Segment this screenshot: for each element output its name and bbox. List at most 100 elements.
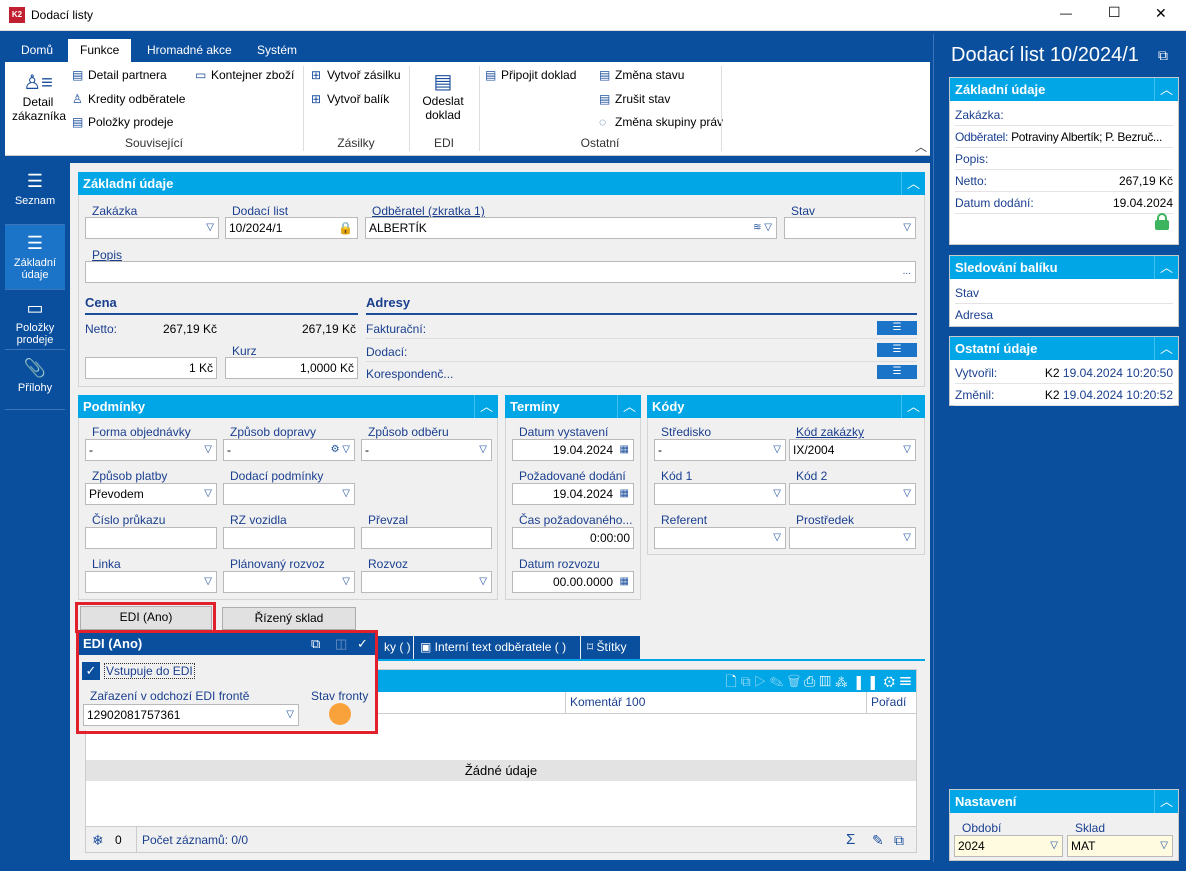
collapse-icon[interactable]: ︿ — [617, 395, 641, 418]
chart-icon[interactable]: ▥ — [819, 673, 831, 689]
dodaci-list-field[interactable]: 10/2024/1 🔒 — [225, 217, 358, 239]
dropdown-icon[interactable]: ▽ — [903, 532, 911, 543]
tab-system[interactable]: Systém — [257, 43, 298, 57]
zmena-stavu-button[interactable]: ▤ Změna stavu — [599, 68, 684, 82]
detail-partnera-button[interactable]: ▤ Detail partnera — [72, 68, 167, 82]
maximize-button[interactable]: ☐ — [1108, 4, 1121, 20]
fakturacni-address-button[interactable]: ☰ — [877, 321, 917, 335]
referent-field[interactable]: ▽ — [654, 527, 786, 549]
dodaci-podminky-field[interactable]: ▽ — [223, 483, 355, 505]
tab-hromadne-akce[interactable]: Hromadné akce — [147, 43, 232, 57]
calendar-icon[interactable]: ▦ — [619, 488, 629, 499]
collapse-icon[interactable]: ︿ — [901, 395, 925, 418]
collapse-icon[interactable]: ︿ — [1154, 78, 1178, 101]
nav-polozky-prodeje[interactable]: ▭ Položky prodeje — [5, 290, 65, 350]
odberatel-field[interactable]: ALBERTÍK ≋ ▽ — [365, 217, 777, 239]
dropdown-icon[interactable]: ▽ — [773, 444, 781, 455]
dropdown-icon[interactable]: ▽ — [342, 576, 350, 587]
detail-zakaznika-button[interactable]: ♙≡ Detail zákazníka — [12, 70, 66, 123]
kurz-field[interactable]: 1,0000 Kč — [225, 357, 358, 379]
dropdown-icon[interactable]: ≋ ▽ — [753, 222, 772, 233]
vstupuje-checkbox[interactable]: ✓ — [82, 662, 100, 680]
pozadovane-dodani-field[interactable]: 19.04.2024 ▦ — [512, 483, 634, 505]
calendar-icon[interactable]: ▦ — [619, 444, 629, 455]
mena-field[interactable]: 1 Kč — [85, 357, 217, 379]
dropdown-icon[interactable]: ▽ — [204, 488, 212, 499]
zrusit-stav-button[interactable]: ▤ Zrušit stav — [599, 92, 670, 106]
open-external-icon[interactable]: ⧉ — [311, 636, 321, 651]
column-header-komentar[interactable]: Komentář 100 — [565, 692, 645, 713]
datum-rozvozu-field[interactable]: 00.00.0000 ▦ — [512, 571, 634, 593]
prostredek-field[interactable]: ▽ — [789, 527, 916, 549]
planovany-rozvoz-field[interactable]: ▽ — [223, 571, 355, 593]
splitter[interactable] — [933, 34, 941, 862]
collapse-icon[interactable]: ︿ — [1154, 256, 1178, 279]
collapse-ribbon-icon[interactable]: ︿ — [915, 140, 928, 154]
collapse-icon[interactable]: ︿ — [901, 172, 925, 195]
new-icon[interactable]: 🗋 — [725, 673, 737, 689]
dropdown-icon[interactable]: ▽ — [1160, 840, 1168, 851]
vytvor-balik-button[interactable]: ⊞ Vytvoř balík — [311, 92, 389, 106]
vstupuje-label[interactable]: Vstupuje do EDI — [104, 663, 195, 679]
dropdown-icon[interactable]: ▽ — [206, 222, 214, 233]
dodaci-address-button[interactable]: ☰ — [877, 343, 917, 357]
dropdown-icon[interactable]: ▽ — [1050, 840, 1058, 851]
tab-interni-text[interactable]: ▣ Interní text odběratele ( ) — [414, 636, 580, 659]
obdobi-field[interactable]: 2024 ▽ — [954, 835, 1063, 857]
tab-domu[interactable]: Domů — [21, 43, 54, 57]
settings-icon[interactable]: ⚙ — [883, 673, 895, 689]
stredisko-field[interactable]: - ▽ — [654, 439, 786, 461]
dropdown-icon[interactable]: ▽ — [479, 576, 487, 587]
column-header-poradi[interactable]: Pořadí — [866, 692, 906, 713]
tab-funkce[interactable]: Funkce — [68, 39, 132, 62]
columns-icon[interactable]: ▮▮ — [851, 673, 880, 689]
kredity-button[interactable]: ♙ Kredity odběratele — [72, 92, 185, 106]
doprava-field[interactable]: - ⚙ ▽ — [223, 439, 355, 461]
dropdown-icon[interactable]: ▽ — [204, 444, 212, 455]
tab-stitky[interactable]: ⌑ Štítky — [581, 636, 640, 659]
forma-field[interactable]: - ▽ — [85, 439, 217, 461]
nav-seznam[interactable]: ☰ Seznam — [5, 163, 65, 225]
dropdown-icon[interactable]: ⚙ ▽ — [330, 444, 350, 455]
cubes-icon[interactable]: ⁂ — [834, 673, 848, 689]
kod-zakazky-field[interactable]: IX/2004 ▽ — [789, 439, 916, 461]
rizeny-sklad-button[interactable]: Řízený sklad — [222, 607, 356, 630]
collapse-icon[interactable]: ︿ — [1154, 790, 1178, 813]
sum-icon[interactable]: Σ — [846, 831, 856, 848]
add-record-icon[interactable]: ⧉ — [894, 832, 904, 848]
dropdown-icon[interactable]: ▽ — [204, 576, 212, 587]
pripojit-doklad-button[interactable]: ▤ Připojit doklad — [485, 68, 576, 82]
collapse-icon[interactable]: ︿ — [474, 395, 498, 418]
collapse-icon[interactable]: ︿ — [1154, 337, 1178, 360]
popis-field[interactable]: ... — [85, 261, 916, 283]
odber-field[interactable]: - ▽ — [361, 439, 492, 461]
dropdown-icon[interactable]: ▽ — [479, 444, 487, 455]
calendar-icon[interactable]: ▦ — [619, 576, 629, 587]
dropdown-icon[interactable]: ▽ — [286, 709, 294, 720]
minimize-button[interactable]: — — [1060, 6, 1072, 20]
prevzal-field[interactable] — [361, 527, 492, 549]
dropdown-icon[interactable]: ▽ — [903, 488, 911, 499]
datum-vystaveni-field[interactable]: 19.04.2024 ▦ — [512, 439, 634, 461]
kod2-field[interactable]: ▽ — [789, 483, 916, 505]
polozky-prodeje-button[interactable]: ▤ Položky prodeje — [72, 115, 173, 129]
vytvor-zasilku-button[interactable]: ⊞ Vytvoř zásilku — [311, 68, 401, 82]
rz-field[interactable] — [223, 527, 355, 549]
more-button[interactable]: ... — [902, 266, 911, 277]
dropdown-icon[interactable]: ▽ — [903, 222, 911, 233]
snowflake-icon[interactable]: ❄ — [92, 832, 104, 848]
kontejner-button[interactable]: ▭ Kontejner zboží — [195, 68, 294, 82]
zakazka-field[interactable]: ▽ — [85, 217, 219, 239]
dropdown-icon[interactable]: ▽ — [903, 444, 911, 455]
print-icon[interactable]: ⎙ — [804, 673, 816, 689]
cas-field[interactable]: 0:00:00 — [512, 527, 634, 549]
nav-zakladni-udaje[interactable]: ☰ Základní údaje — [5, 225, 65, 290]
confirm-check-icon[interactable]: ✓ — [357, 636, 368, 651]
zmena-skupiny-button[interactable]: ◌ Změna skupiny práv — [599, 115, 723, 129]
nav-prilohy[interactable]: 📎 Přílohy — [5, 350, 65, 410]
menu-icon[interactable]: ☰ — [898, 673, 912, 689]
edit-icon[interactable]: ✎ — [872, 832, 884, 848]
prukaz-field[interactable] — [85, 527, 217, 549]
linka-field[interactable]: ▽ — [85, 571, 217, 593]
zarazeni-field[interactable]: 12902081757361 ▽ — [83, 704, 299, 726]
